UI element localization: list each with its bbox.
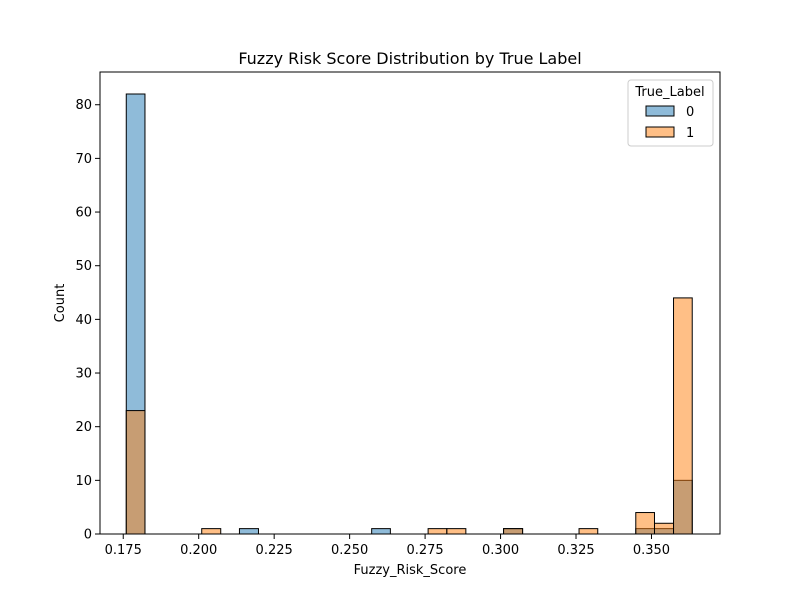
y-axis-ticks: 0 10 20 30 40 50 60 70 80	[75, 98, 100, 543]
y-axis-label: Count	[53, 284, 68, 323]
x-tick-label: 0.250	[331, 543, 368, 558]
x-tick-label: 0.325	[557, 543, 594, 558]
bar-label1-bin-16	[427, 528, 448, 535]
y-tick-label: 80	[75, 98, 92, 113]
legend-label-1: 1	[686, 126, 694, 141]
bar-label1-bin-24	[578, 528, 599, 535]
legend-swatch-1	[645, 126, 675, 138]
bar-label1-bin-28	[654, 522, 675, 535]
bar-label1-bin-17	[446, 528, 467, 535]
legend-title: True_Label	[634, 85, 704, 100]
bar-label1-bin-29	[673, 297, 693, 535]
chart-title: Fuzzy Risk Score Distribution by True La…	[238, 49, 581, 68]
x-tick-label: 0.300	[482, 543, 519, 558]
y-tick-label: 60	[75, 206, 92, 221]
y-tick-label: 40	[75, 313, 92, 328]
y-tick-label: 20	[75, 420, 92, 435]
bar-label1-bin-20	[503, 528, 524, 535]
y-tick-label: 10	[75, 474, 92, 489]
legend: True_Label 0 1	[627, 79, 714, 147]
bars-group	[125, 93, 693, 535]
legend-swatch-0	[645, 105, 675, 117]
y-tick-label: 50	[75, 259, 92, 274]
legend-label-0: 0	[686, 105, 694, 120]
plot-frame	[99, 71, 721, 535]
x-tick-label: 0.275	[406, 543, 443, 558]
y-tick-label: 0	[84, 528, 92, 543]
bar-label1-bin-4	[201, 528, 222, 535]
y-tick-label: 70	[75, 152, 92, 167]
bar-label1-bin-27	[635, 512, 655, 535]
bar-label0-bin-13	[371, 528, 391, 535]
x-tick-label: 0.175	[105, 543, 142, 558]
x-tick-label: 0.350	[633, 543, 670, 558]
x-tick-label: 0.200	[180, 543, 217, 558]
bar-label1-bin-0	[125, 410, 146, 535]
x-tick-label: 0.225	[256, 543, 293, 558]
bar-label0-bin-6	[238, 528, 259, 535]
x-axis-label: Fuzzy_Risk_Score	[354, 563, 467, 578]
y-tick-label: 30	[75, 367, 92, 382]
x-axis-ticks: 0.175 0.200 0.225 0.250 0.275 0.300 0.325 0.350	[105, 534, 670, 558]
